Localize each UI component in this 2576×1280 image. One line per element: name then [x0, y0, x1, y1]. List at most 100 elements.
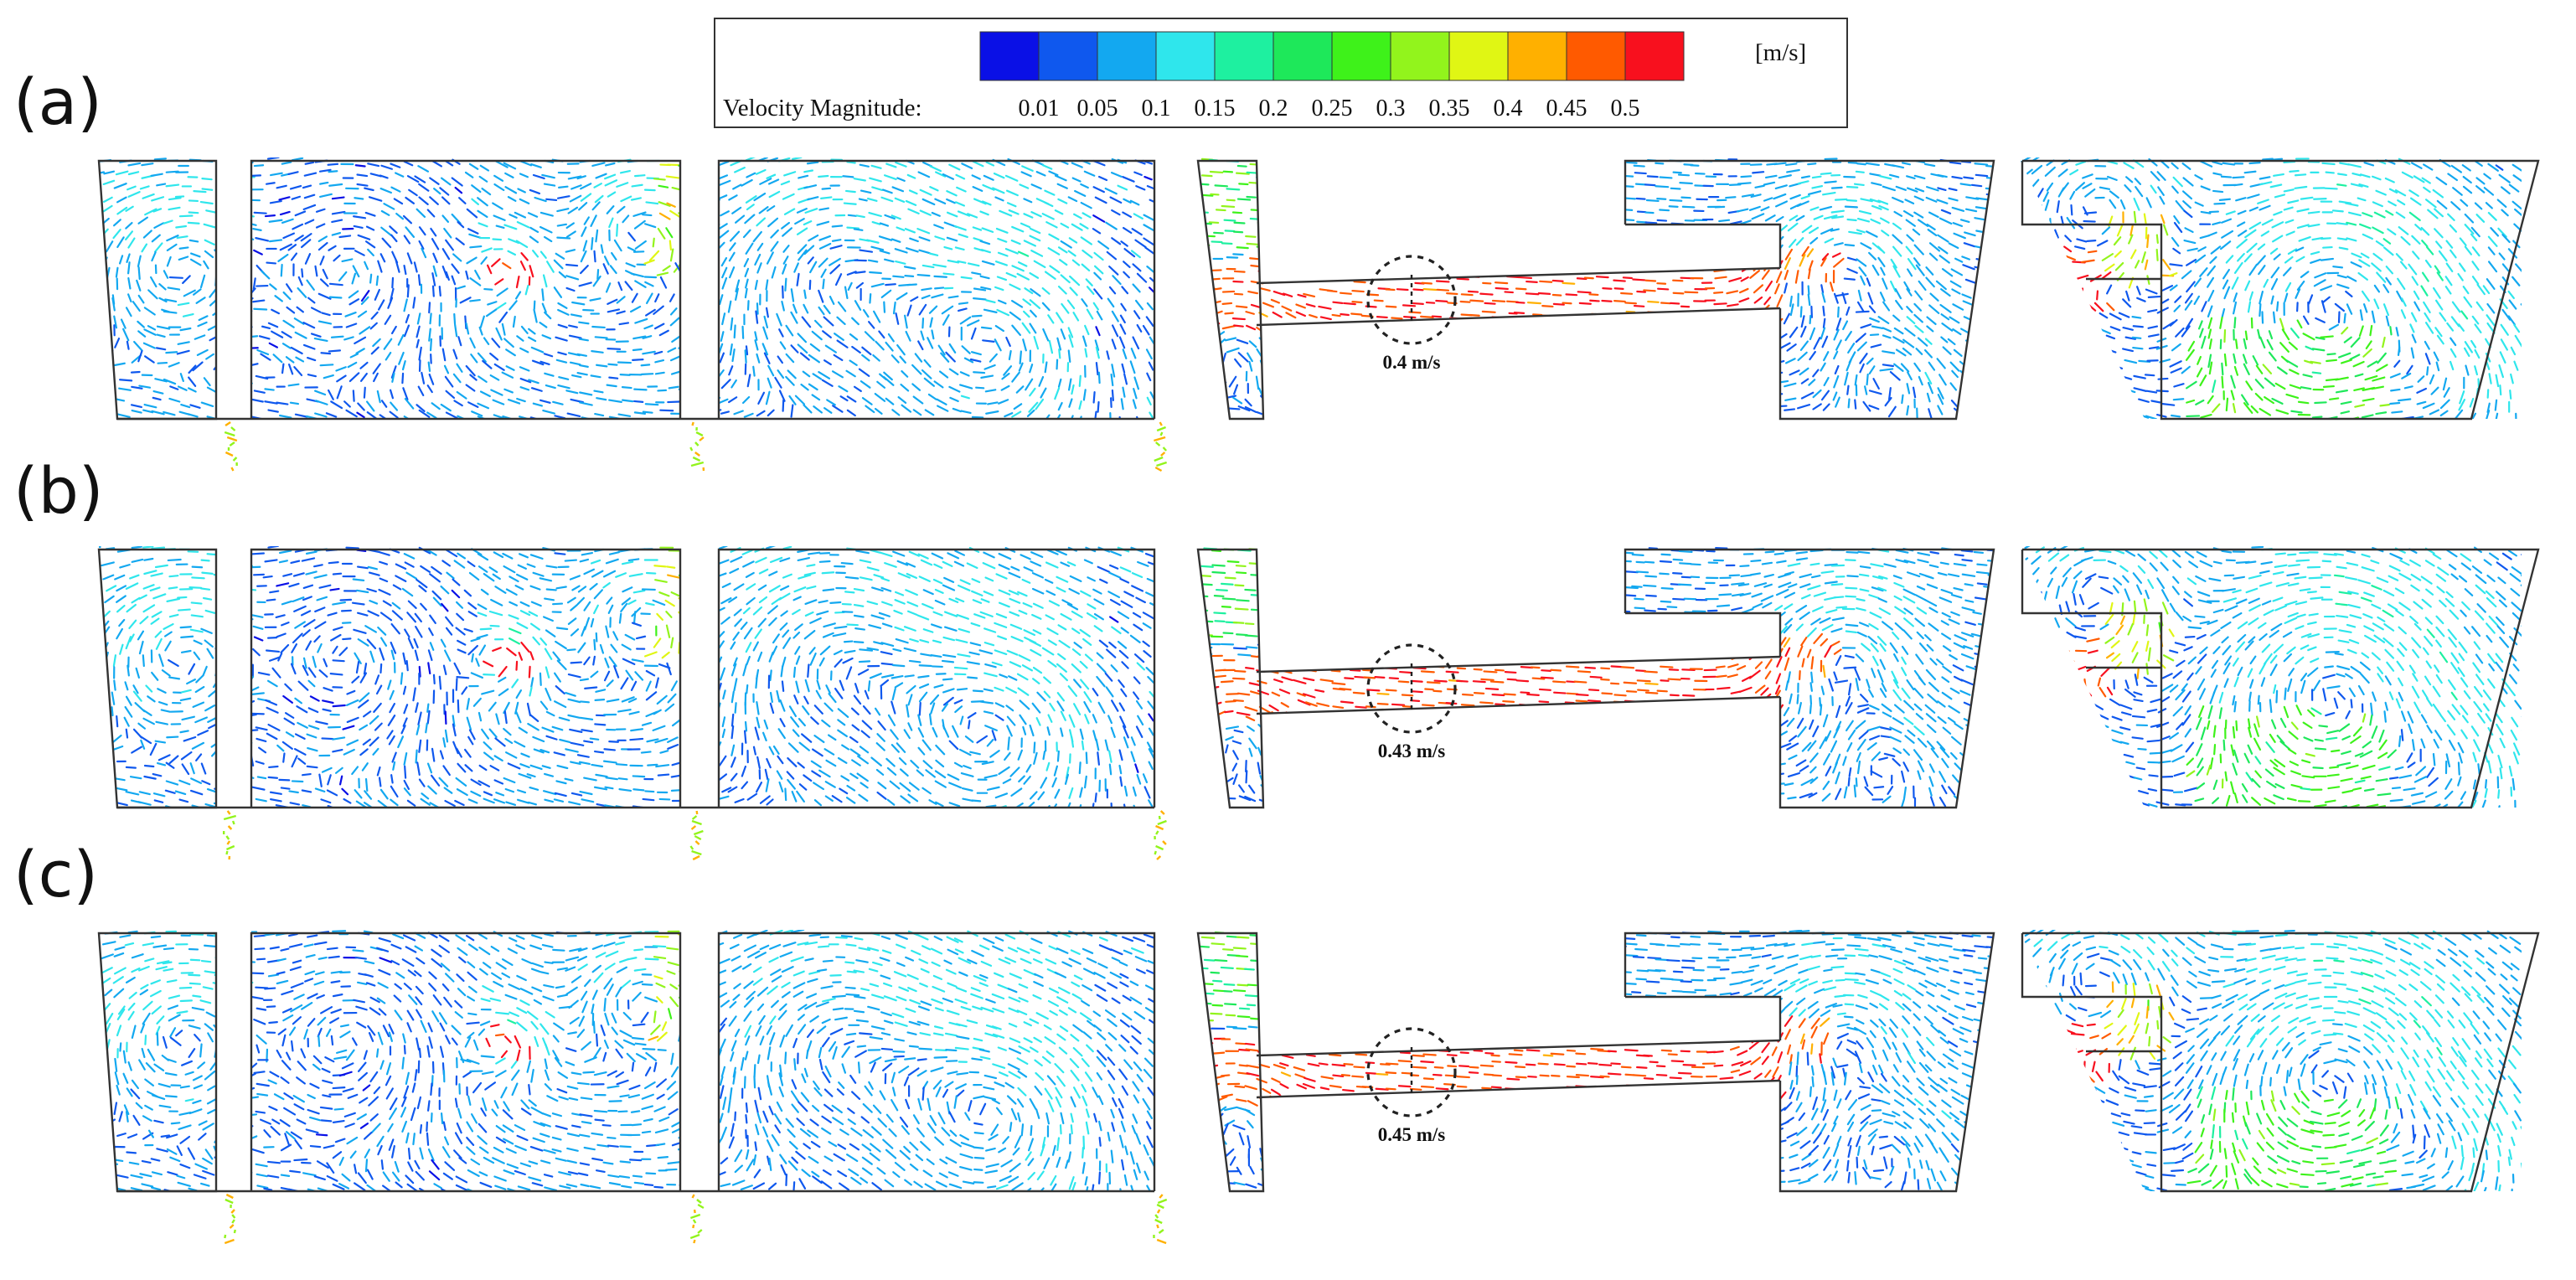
velocity-vector: [1864, 385, 1868, 395]
velocity-vector: [1895, 185, 1907, 191]
velocity-vector: [1566, 230, 1577, 234]
velocity-vector: [177, 302, 190, 307]
velocity-vector: [1060, 561, 1071, 567]
velocity-vector: [269, 199, 282, 204]
velocity-vector: [116, 206, 128, 215]
velocity-vector: [1975, 384, 1985, 390]
velocity-vector: [542, 274, 548, 288]
velocity-vector: [180, 404, 191, 409]
velocity-vector: [1247, 290, 1258, 295]
velocity-vector: [2470, 412, 2477, 419]
velocity-vector: [2106, 175, 2118, 181]
velocity-vector: [2083, 219, 2096, 223]
velocity-vector: [929, 317, 933, 328]
velocity-vector: [2105, 334, 2116, 340]
velocity-vector: [75, 321, 82, 324]
velocity-vector: [2019, 349, 2030, 357]
velocity-vector: [237, 351, 246, 357]
velocity-vector: [742, 560, 755, 568]
velocity-vector: [720, 379, 731, 390]
velocity-vector: [1749, 270, 1761, 279]
velocity-vector: [1670, 302, 1680, 305]
velocity-vector: [379, 253, 386, 263]
velocity-vector: [605, 558, 619, 565]
velocity-vector: [454, 186, 463, 194]
velocity-vector: [881, 601, 893, 606]
velocity-vector: [65, 198, 75, 199]
velocity-vector: [375, 275, 379, 286]
velocity-vector: [993, 173, 1005, 179]
velocity-vector: [2457, 272, 2464, 281]
velocity-vector: [356, 411, 365, 419]
velocity-vector: [630, 197, 642, 201]
velocity-vector: [1940, 313, 1950, 321]
velocity-vector: [1030, 551, 1044, 558]
velocity-vector: [219, 372, 225, 385]
velocity-vector: [691, 354, 700, 363]
velocity-vector: [2074, 363, 2087, 370]
velocity-vector: [981, 227, 994, 233]
velocity-vector: [743, 258, 750, 268]
velocity-vector: [1775, 333, 1788, 342]
velocity-vector: [2125, 290, 2130, 302]
velocity-vector: [836, 316, 846, 325]
velocity-vector: [103, 170, 116, 175]
velocity-vector: [1272, 311, 1283, 318]
velocity-vector: [377, 260, 383, 273]
velocity-vector: [1562, 281, 1576, 285]
velocity-vector: [19, 385, 31, 389]
velocity-vector: [77, 364, 85, 365]
velocity-vector: [607, 298, 618, 305]
velocity-vector: [1562, 188, 1573, 191]
velocity-vector: [30, 354, 40, 357]
velocity-vector: [632, 359, 644, 361]
velocity-vector: [1267, 398, 1277, 405]
velocity-vector: [1097, 371, 1101, 385]
velocity-vector: [2144, 259, 2149, 271]
velocity-vector: [967, 213, 978, 219]
velocity-vector: [579, 558, 590, 563]
velocity-vector: [1713, 291, 1724, 294]
velocity-vector: [1868, 405, 1880, 410]
velocity-vector: [1068, 415, 1074, 419]
velocity-vector: [2271, 397, 2284, 405]
velocity-vector: [1092, 228, 1102, 235]
velocity-vector: [245, 214, 255, 218]
velocity-vector: [228, 176, 241, 179]
velocity-vector: [1725, 196, 1737, 199]
velocity-vector: [935, 171, 947, 178]
velocity-vector: [2526, 340, 2530, 348]
velocity-vector: [253, 390, 266, 394]
velocity-vector: [1373, 196, 1386, 199]
velocity-vector: [199, 587, 211, 591]
velocity-vector: [803, 184, 818, 189]
velocity-vector: [1292, 256, 1306, 260]
velocity-vector: [256, 348, 270, 356]
velocity-vector: [1644, 221, 1658, 225]
velocity-vector: [1109, 564, 1119, 570]
velocity-vector: [1752, 250, 1763, 260]
velocity-vector: [1917, 337, 1928, 347]
velocity-vector: [1830, 209, 1846, 214]
velocity-vector: [879, 222, 890, 227]
velocity-vector: [1484, 241, 1496, 245]
velocity-vector: [1608, 222, 1620, 225]
velocity-vector: [983, 591, 994, 596]
velocity-vector: [1596, 328, 1609, 332]
velocity-vector: [1778, 174, 1792, 179]
velocity-vector: [2274, 194, 2286, 199]
velocity-vector: [2409, 197, 2422, 206]
velocity-vector: [1095, 326, 1101, 337]
velocity-vector: [1822, 305, 1825, 317]
velocity-vector: [1280, 278, 1292, 282]
velocity-vector: [1471, 258, 1482, 261]
velocity-vector: [809, 261, 818, 274]
velocity-vector: [431, 402, 441, 410]
velocity-vector: [632, 348, 643, 352]
velocity-vector: [6, 337, 18, 339]
velocity-vector: [1870, 218, 1882, 225]
velocity-vector: [1060, 612, 1072, 621]
velocity-vector: [729, 230, 741, 242]
velocity-vector: [1041, 414, 1051, 419]
velocity-vector: [643, 259, 655, 265]
